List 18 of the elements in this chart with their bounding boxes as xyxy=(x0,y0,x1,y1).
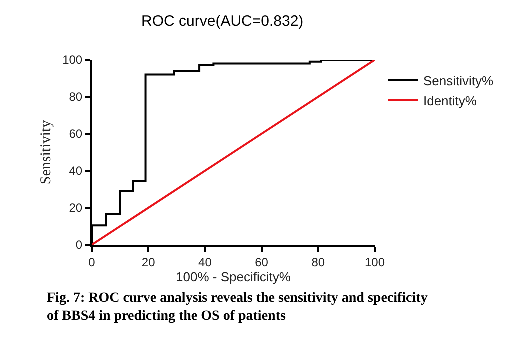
x-axis-title: 100% - Specificity% xyxy=(176,270,292,284)
y-axis-title: Sensitivity xyxy=(38,120,54,185)
x-tick-label: 100 xyxy=(364,255,386,270)
legend-label: Identity% xyxy=(423,93,478,108)
y-tick-label: 60 xyxy=(69,127,83,142)
y-tick-label: 80 xyxy=(69,90,83,104)
x-tick-label: 20 xyxy=(142,255,156,270)
y-tick-label: 40 xyxy=(69,164,83,178)
caption: Fig. 7: ROC curve analysis reveals the sensitivity and specificity of BBS4 in predicting the OS of patients xyxy=(47,291,428,324)
x-tick-label: 40 xyxy=(198,255,212,270)
legend-label: Sensitivity% xyxy=(423,74,494,89)
x-tick-label: 0 xyxy=(88,255,96,270)
x-tick-label: 60 xyxy=(255,255,269,270)
x-tick-label: 80 xyxy=(312,255,326,270)
y-tick-label: 100 xyxy=(62,53,83,68)
y-tick-label: 20 xyxy=(69,201,83,216)
chart-title: ROC curve(AUC=0.832) xyxy=(142,13,304,30)
y-tick-label: 0 xyxy=(76,238,83,252)
